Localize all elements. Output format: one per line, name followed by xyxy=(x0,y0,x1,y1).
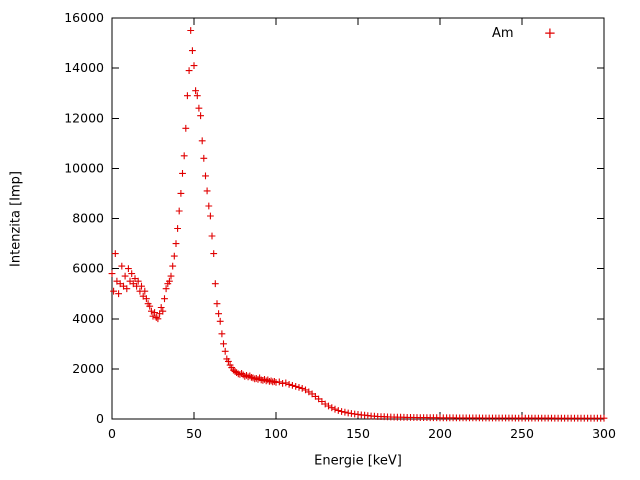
x-tick-label: 50 xyxy=(186,426,202,441)
y-axis-title: Intenzita [Imp] xyxy=(8,171,24,267)
data-points xyxy=(108,27,608,422)
x-tick-label: 150 xyxy=(346,426,370,441)
y-tick-label: 16000 xyxy=(64,10,104,25)
y-tick-label: 14000 xyxy=(64,60,104,75)
y-tick-label: 10000 xyxy=(64,160,104,175)
y-tick-label: 6000 xyxy=(72,261,104,276)
x-axis-title: Energie [keV] xyxy=(314,453,402,469)
x-tick-label: 200 xyxy=(428,426,452,441)
x-tick-label: 250 xyxy=(510,426,534,441)
x-tick-label: 300 xyxy=(592,426,616,441)
y-tick-label: 0 xyxy=(96,411,104,426)
legend-label: Am xyxy=(492,26,514,41)
tick-labels: 0 50 100 150 200 250 300 0 2000 4000 6000 8000 10000… xyxy=(64,10,616,441)
legend-plus-marker-icon: + xyxy=(543,24,557,42)
axis-ticks xyxy=(111,17,605,420)
x-tick-label: 0 xyxy=(108,426,116,441)
plot-border xyxy=(111,17,605,420)
x-tick-label: 100 xyxy=(264,426,288,441)
y-tick-label: 8000 xyxy=(72,211,104,226)
y-tick-label: 12000 xyxy=(64,110,104,125)
y-tick-label: 4000 xyxy=(72,311,104,326)
legend: Am + xyxy=(492,24,557,42)
y-tick-label: 2000 xyxy=(72,361,104,376)
